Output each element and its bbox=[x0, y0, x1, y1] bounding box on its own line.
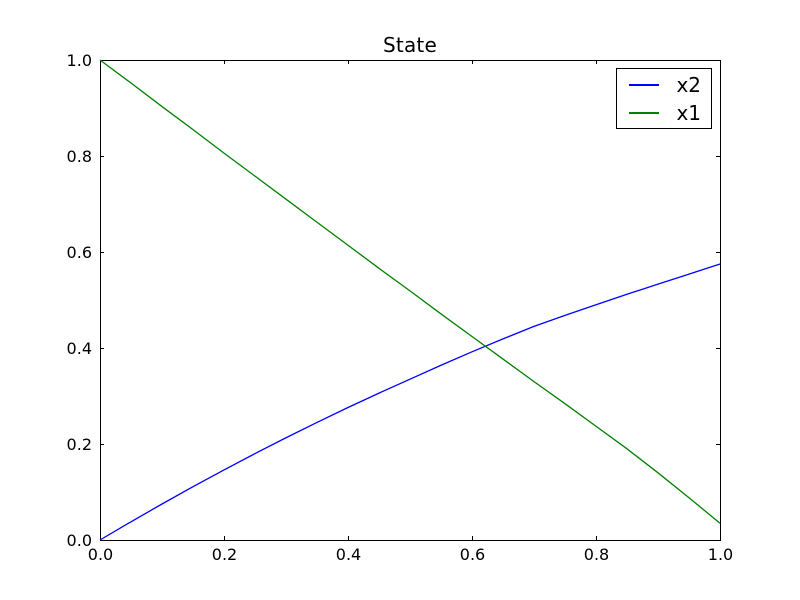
x-tick-label: 1.0 bbox=[708, 545, 733, 564]
series-line-x1 bbox=[99, 59, 721, 524]
x-tick-label: 0.0 bbox=[88, 545, 113, 564]
chart-title: State bbox=[383, 33, 437, 57]
x-tick-label: 0.8 bbox=[584, 545, 609, 564]
legend-line-sample-x2 bbox=[629, 83, 659, 86]
legend-line-sample-x1 bbox=[629, 111, 659, 114]
y-tick-label: 0.2 bbox=[67, 435, 92, 454]
x-tick-label: 0.6 bbox=[460, 545, 485, 564]
x-tick-label: 0.2 bbox=[212, 545, 237, 564]
y-tick-label: 0.4 bbox=[67, 339, 92, 358]
y-tick-label: 0.6 bbox=[67, 243, 92, 262]
legend: x2 x1 bbox=[616, 68, 712, 129]
y-tick-label: 0.0 bbox=[67, 531, 92, 550]
y-tick-label: 1.0 bbox=[67, 51, 92, 70]
axes-frame bbox=[100, 60, 721, 541]
x-tick-label: 0.4 bbox=[336, 545, 361, 564]
legend-label: x1 bbox=[676, 100, 701, 125]
series-line-x2 bbox=[99, 263, 721, 541]
y-tick-label: 0.8 bbox=[67, 147, 92, 166]
legend-label: x2 bbox=[676, 72, 701, 97]
legend-entry: x1 bbox=[617, 99, 711, 127]
legend-entry: x2 bbox=[617, 71, 711, 99]
